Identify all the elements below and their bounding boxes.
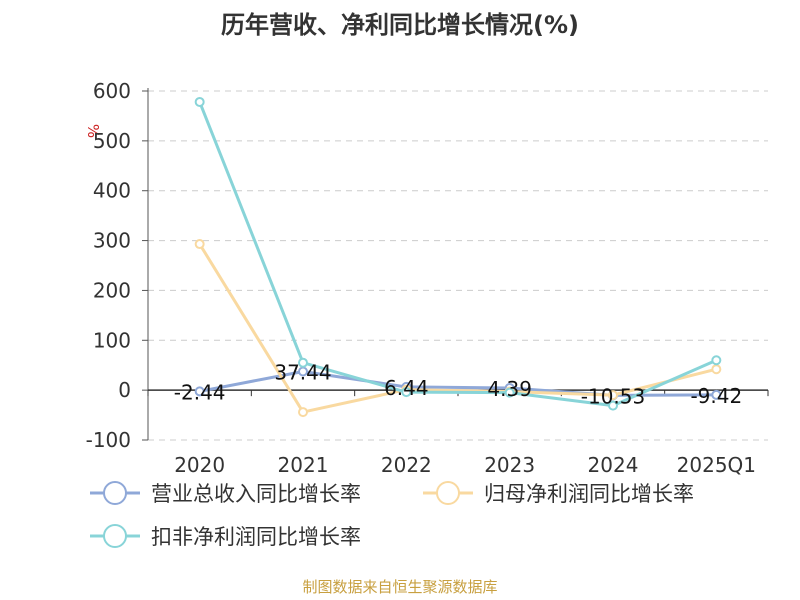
legend-label: 营业总收入同比增长率 [151,482,361,506]
x-tick-label: 2020 [174,453,225,477]
source-note: 制图数据来自恒生聚源数据库 [302,578,497,596]
data-point [194,96,205,107]
legend-label: 归母净利润同比增长率 [484,482,694,506]
data-label: -2.44 [174,380,226,404]
y-tick-label: 600 [93,79,131,103]
data-label: 4.39 [487,377,532,401]
chart-title: 历年营收、净利同比增长情况(%) [221,11,579,39]
x-tick-label: 2022 [381,453,432,477]
data-point [298,357,308,368]
y-tick-label: 200 [93,278,131,302]
series-line-3 [198,101,717,408]
x-tick-label: 2025Q1 [677,453,756,477]
y-tick-label: 0 [118,378,131,402]
series-line-2 [198,243,717,414]
y-tick-label: -100 [86,428,131,452]
x-tick-label: 2021 [278,453,329,477]
data-point [608,390,618,401]
axes: 600 500 400 300 200 100 0 -100 2020 2021 2022 2023 2… [86,79,769,477]
series-line-1 [199,369,717,397]
data-point [401,387,412,398]
data-point [298,407,308,418]
data-point [711,389,722,400]
data-label: 37.44 [274,360,331,384]
data-labels: -2.44 37.44 6.44 4.39 -10.53 -9.42 [174,360,742,408]
x-tick-label: 2023 [484,453,535,477]
legend-swatch-marker [436,481,460,505]
data-label: -9.42 [690,384,742,408]
y-tick-label: 100 [93,328,131,352]
data-point [608,400,618,411]
y-tick-label: 400 [93,179,131,203]
y-tick-label: 500 [93,129,131,153]
data-point [504,387,515,398]
legend-item[interactable]: 归母净利润同比增长率 [423,481,694,506]
data-point [711,355,722,366]
data-point [194,239,205,250]
legend-item[interactable]: 营业总收入同比增长率 [90,481,361,506]
legend-label: 扣非净利润同比增长率 [151,525,361,549]
data-label: 6.44 [384,376,429,400]
legend-swatch-marker [103,524,127,548]
x-tick-label: 2024 [588,453,639,477]
data-point [711,364,722,375]
y-tick-label: 300 [93,229,131,253]
series-lines [194,96,722,418]
y-axis-unit: % [84,124,102,138]
data-label: -10.53 [581,384,645,408]
data-point [194,386,205,397]
grid [148,90,768,441]
legend-swatch-marker [103,481,127,505]
legend-item[interactable]: 扣非净利润同比增长率 [90,524,361,549]
